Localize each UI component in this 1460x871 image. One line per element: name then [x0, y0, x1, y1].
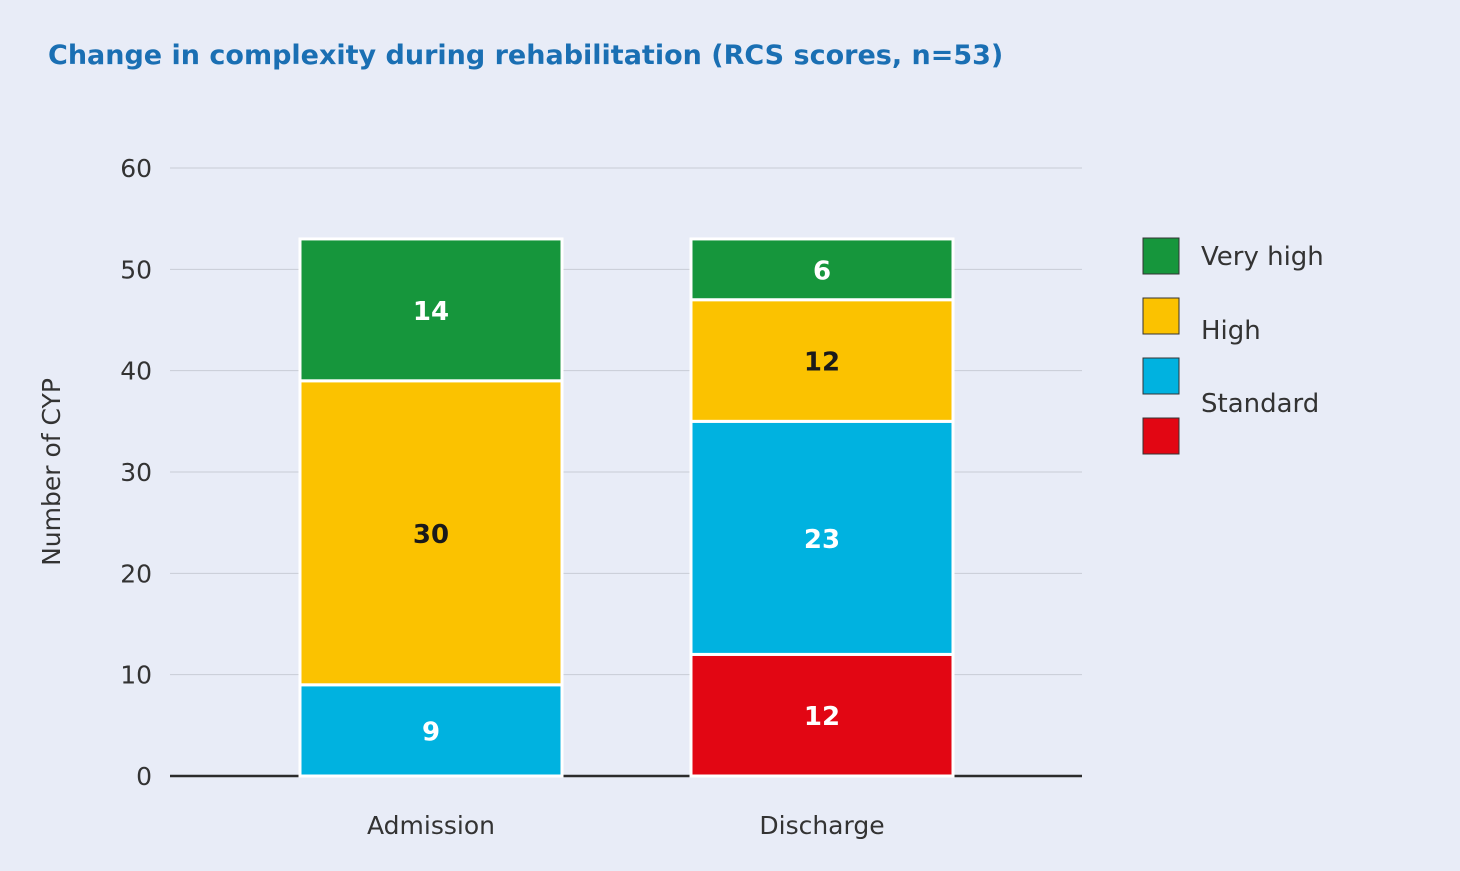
- legend-swatch-high: [1142, 297, 1180, 335]
- y-axis-label: Number of CYP: [37, 378, 66, 566]
- legend-swatch-very_high: [1142, 237, 1180, 275]
- legend-swatch-standard: [1142, 357, 1180, 395]
- y-tick-label: 0: [136, 762, 152, 791]
- legend-swatch-low: [1142, 417, 1180, 455]
- data-label: 12: [804, 348, 840, 378]
- x-category-label: Admission: [367, 811, 495, 840]
- y-tick-labels: 0 10 20 30 40 50 60: [120, 154, 152, 791]
- legend-label-high: High: [1201, 316, 1261, 346]
- data-label: 30: [413, 520, 449, 550]
- chart-title: Change in complexity during rehabilitati…: [48, 40, 1004, 71]
- data-label: 23: [804, 525, 840, 555]
- bar-segment-low-discharge: [689, 652, 955, 778]
- y-tick-label: 30: [120, 458, 152, 487]
- legend-label-very_high: Very high: [1201, 242, 1324, 272]
- y-tick-label: 20: [120, 559, 152, 588]
- bar-segment-very_high-discharge: [689, 237, 955, 302]
- data-label: 9: [422, 717, 440, 747]
- data-label: 12: [804, 702, 840, 732]
- legend-label-standard: Standard: [1201, 389, 1319, 419]
- bar-segment-high-discharge: [689, 298, 955, 423]
- y-tick-label: 50: [120, 255, 152, 284]
- bar-segment-very_high-admission: [298, 237, 564, 383]
- legend: Very high High Standard: [1142, 237, 1324, 455]
- data-label: 14: [413, 297, 449, 327]
- bars-layer: [298, 237, 955, 778]
- x-category-labels: Admission Discharge: [367, 811, 885, 840]
- bar-segment-standard-discharge: [689, 419, 955, 656]
- y-tick-label: 40: [120, 357, 152, 386]
- y-tick-label: 60: [120, 154, 152, 183]
- x-category-label: Discharge: [759, 811, 884, 840]
- data-label: 6: [813, 256, 831, 286]
- bar-segment-high-admission: [298, 379, 564, 687]
- data-labels: 9 30 14 12 23 12 6: [413, 256, 840, 747]
- y-tick-label: 10: [120, 661, 152, 690]
